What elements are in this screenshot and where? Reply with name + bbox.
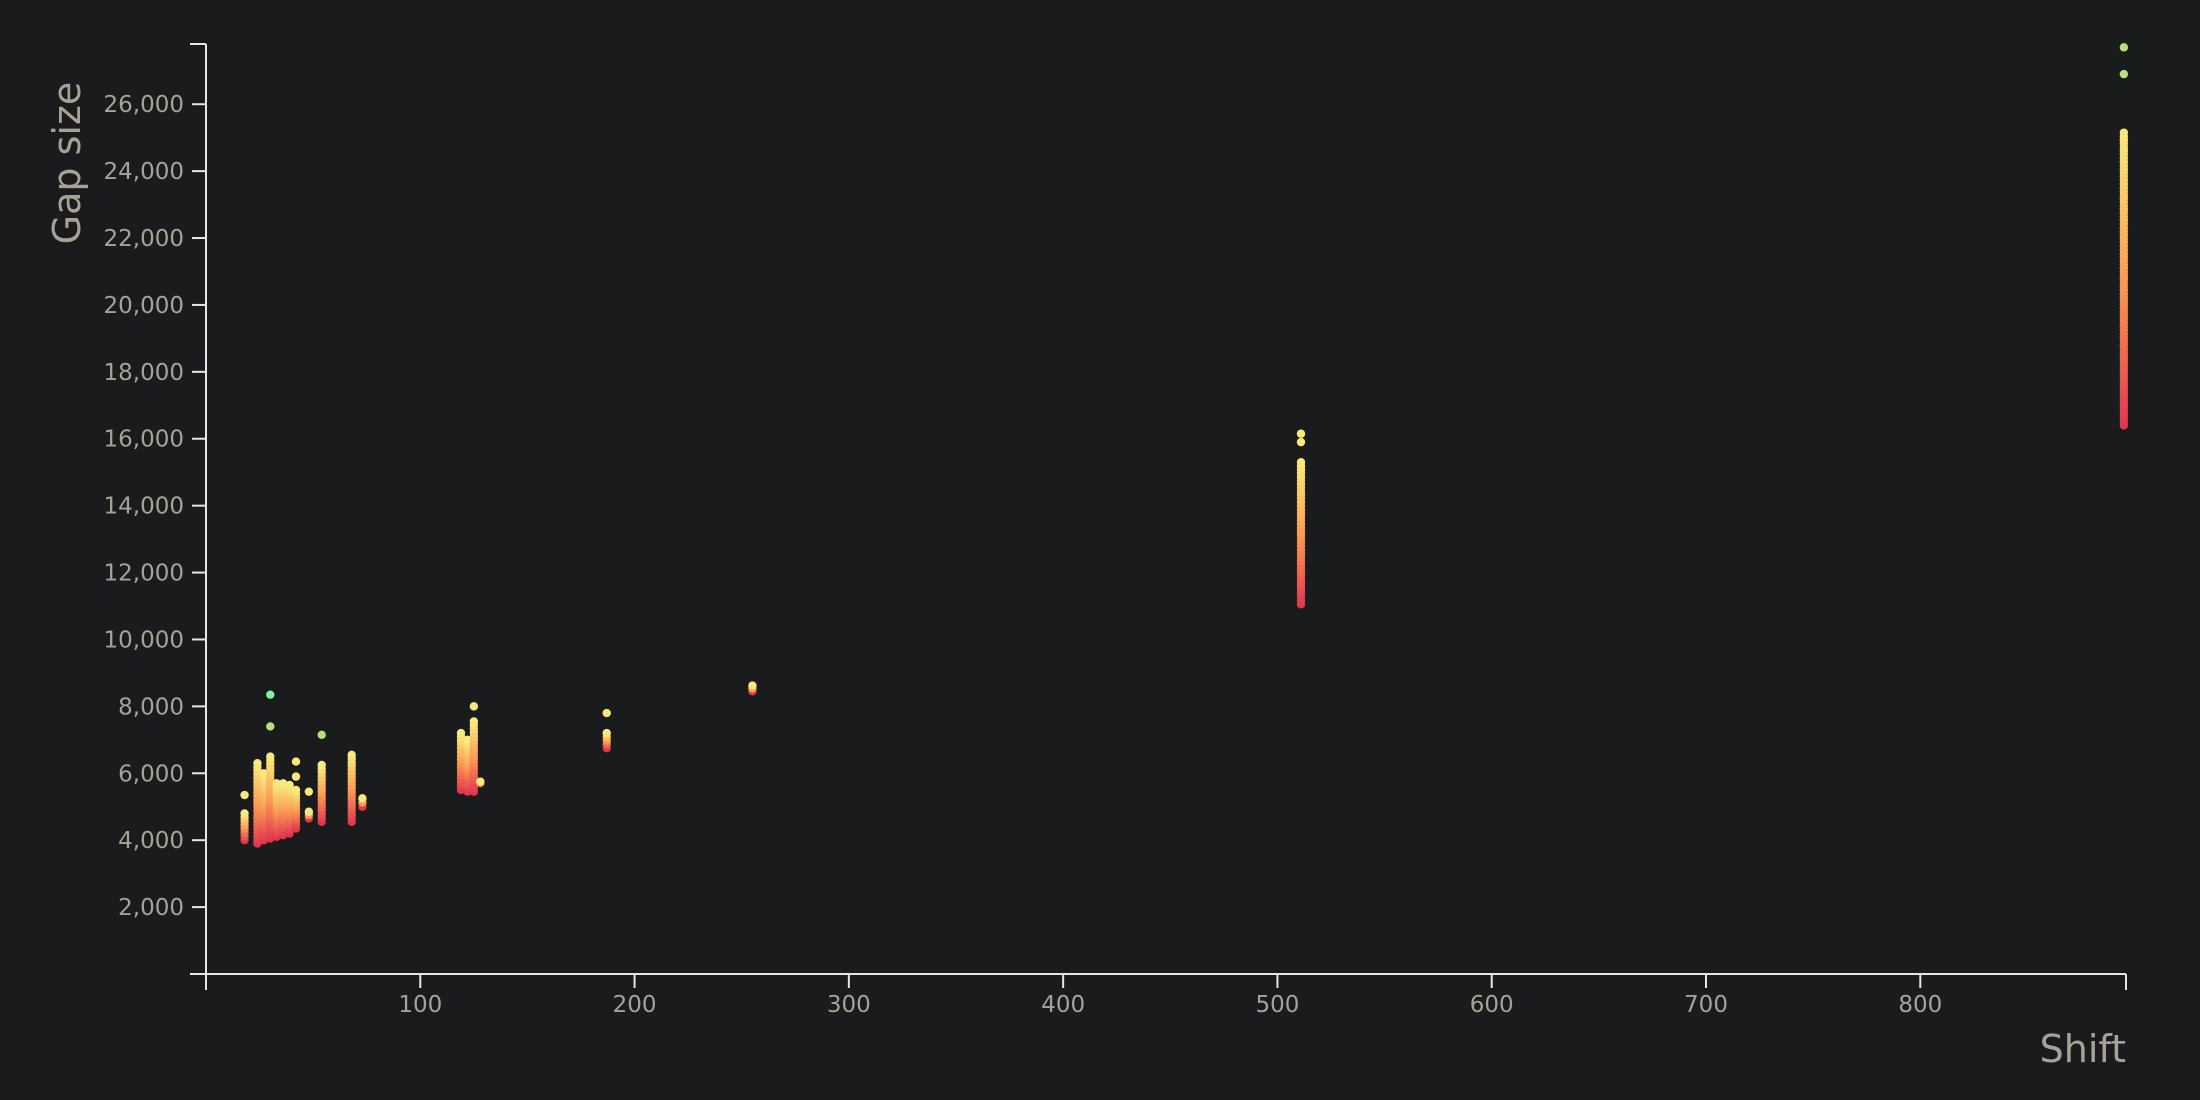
data-point	[285, 780, 294, 790]
x-tick-label: 200	[613, 992, 657, 1018]
y-tick-label: 20,000	[104, 293, 184, 319]
data-point	[291, 785, 301, 795]
data-point	[304, 787, 314, 796]
y-tick-label: 18,000	[104, 360, 184, 386]
y-tick-label: 22,000	[104, 226, 184, 252]
y-tick-label: 16,000	[104, 427, 184, 453]
data-point	[1296, 437, 1306, 447]
data-point	[278, 779, 288, 788]
data-point	[272, 779, 281, 788]
x-tick-label: 600	[1470, 992, 1514, 1018]
data-point	[304, 807, 314, 816]
data-point	[476, 777, 485, 786]
data-point	[317, 760, 326, 770]
data-point	[2119, 43, 2129, 52]
x-tick-label: 800	[1898, 992, 1942, 1018]
data-point	[2119, 128, 2129, 137]
data-point	[469, 702, 479, 711]
data-point	[266, 752, 275, 761]
data-point	[347, 750, 356, 760]
data-point	[317, 730, 326, 740]
data-point	[266, 722, 275, 731]
data-point	[291, 757, 301, 766]
data-point	[1296, 457, 1306, 467]
y-tick-label: 2,000	[118, 895, 184, 921]
y-axis-ticks: 2,000 4,000 6,000 8,000 10,000 12,000 14,000 16…	[104, 92, 206, 921]
data-point	[266, 690, 275, 699]
data-point	[259, 769, 269, 778]
y-tick-label: 12,000	[104, 561, 184, 587]
y-tick-label: 24,000	[104, 159, 184, 185]
data-point	[240, 809, 249, 818]
axes	[190, 43, 2127, 990]
data-point	[456, 728, 466, 738]
y-tick-label: 6,000	[118, 761, 184, 787]
data-point	[2119, 69, 2129, 79]
y-axis-title: Gap size	[45, 82, 89, 245]
x-axis-title: Shift	[2040, 1027, 2126, 1071]
y-tick-label: 4,000	[118, 828, 184, 854]
data-point	[1296, 429, 1306, 438]
y-tick-label: 10,000	[104, 627, 184, 653]
x-tick-label: 400	[1041, 992, 1085, 1018]
x-tick-label: 500	[1255, 992, 1299, 1018]
x-tick-label: 100	[398, 992, 442, 1018]
data-point	[748, 681, 757, 690]
data-point	[358, 794, 367, 803]
x-tick-label: 300	[827, 992, 871, 1018]
y-tick-label: 8,000	[118, 694, 184, 720]
data-point	[602, 708, 611, 718]
data-point	[469, 717, 479, 726]
x-axis-ticks: 100 200 300 400 500 600 700 800	[398, 974, 1942, 1018]
y-tick-label: 26,000	[104, 92, 184, 118]
y-tick-label: 14,000	[104, 494, 184, 520]
data-point	[240, 790, 249, 800]
data-point	[463, 735, 472, 745]
data-point	[253, 759, 262, 768]
data-point	[602, 728, 611, 738]
x-tick-label: 700	[1684, 992, 1728, 1018]
plot-area	[240, 43, 2129, 848]
data-point	[291, 772, 301, 781]
